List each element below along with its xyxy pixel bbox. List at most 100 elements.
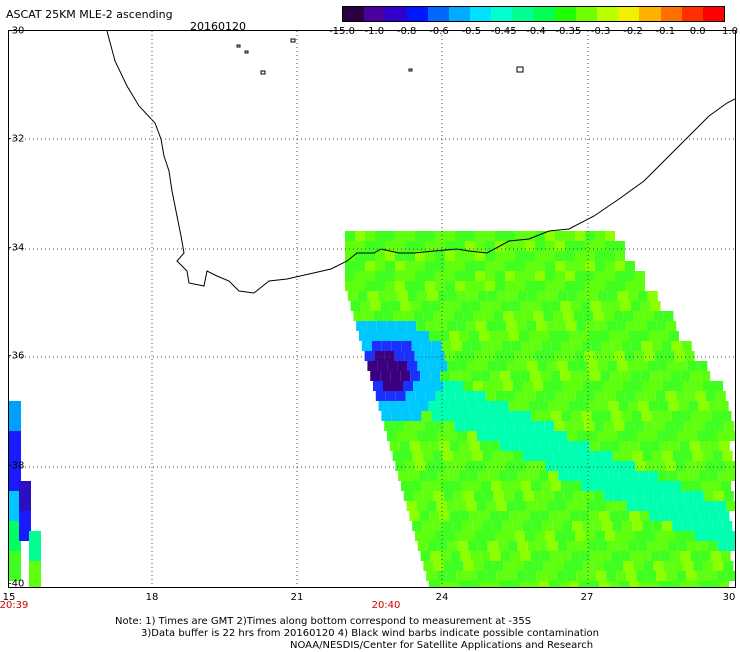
swath-cell <box>407 291 418 301</box>
swath-cell <box>487 291 498 301</box>
swath-cell <box>420 301 431 311</box>
swath-cell <box>447 291 458 301</box>
swath-cell <box>726 571 735 581</box>
swath-cell <box>509 441 520 451</box>
swath-cell <box>347 291 358 301</box>
swath-cell <box>581 341 592 351</box>
swath-cell <box>592 451 603 461</box>
swath-cell <box>610 371 621 381</box>
swath-cell <box>580 551 591 561</box>
swath-cell <box>629 511 640 521</box>
swath-cell <box>467 431 477 441</box>
swath-cell <box>587 541 598 551</box>
swath-cell <box>453 381 463 391</box>
swath-cell <box>673 561 684 571</box>
swath-cell <box>19 511 31 541</box>
swath-cell <box>594 421 605 431</box>
swath-cell <box>419 331 429 341</box>
swath-cell <box>549 441 560 451</box>
swath-cell <box>545 241 555 251</box>
coastline <box>106 31 735 294</box>
swath-cell <box>667 541 678 551</box>
swath-cell <box>595 231 605 241</box>
swath-cell <box>376 321 387 331</box>
swath-cell <box>690 371 701 381</box>
swath-cell <box>680 551 691 561</box>
swath-cell <box>654 351 665 361</box>
swath-cell <box>673 491 684 501</box>
swath-cell <box>557 291 568 301</box>
swath-cell <box>593 311 604 321</box>
swath-cell <box>437 291 448 301</box>
swath-cell <box>525 231 535 241</box>
swath-cell <box>477 361 488 371</box>
swath-cell <box>718 471 729 481</box>
swath-cell <box>647 541 658 551</box>
swath-cell <box>681 481 691 491</box>
swath-cell <box>621 481 631 491</box>
swath-cell <box>465 281 475 291</box>
swath-cell <box>523 381 533 391</box>
swath-cell <box>429 331 439 341</box>
swath-cell <box>715 461 726 471</box>
swath-cell <box>425 241 435 251</box>
swath-cell <box>535 281 545 291</box>
colorbar-swatch <box>618 7 640 21</box>
swath-cell <box>639 331 649 341</box>
swath-cell <box>715 391 726 401</box>
swath-cell <box>414 421 425 431</box>
swath-cell <box>686 501 697 511</box>
swath-cell <box>443 561 454 571</box>
swath-cell <box>657 541 668 551</box>
swath-cell <box>496 501 507 511</box>
swath-cell <box>703 491 714 501</box>
swath-cell <box>538 471 549 481</box>
swath-cell <box>589 331 599 341</box>
swath-cell <box>524 421 535 431</box>
swath-cell <box>428 471 439 481</box>
swath-cell <box>572 451 583 461</box>
swath-cell <box>585 531 595 541</box>
swath-cell <box>550 371 561 381</box>
swath-cell <box>669 511 680 521</box>
swath-cell <box>426 571 437 581</box>
swath-cell <box>600 551 611 561</box>
swath-cell <box>403 491 414 501</box>
swath-cell <box>606 321 617 331</box>
swath-cell <box>639 441 650 451</box>
swath-cell <box>525 281 535 291</box>
swath-cell <box>406 321 417 331</box>
swath-cell <box>514 421 525 431</box>
swath-cell <box>617 291 628 301</box>
swath-cell <box>442 451 453 461</box>
swath-cell <box>703 561 714 571</box>
swath-cell <box>385 391 396 401</box>
swath-cell <box>470 301 481 311</box>
swath-cell <box>465 251 475 261</box>
swath-cell <box>380 301 391 311</box>
swath-cell <box>637 431 647 441</box>
swath-cell <box>455 391 466 401</box>
swath-cell <box>565 231 575 241</box>
swath-cell <box>514 351 525 361</box>
swath-cell <box>441 481 451 491</box>
swath-cell <box>516 501 527 511</box>
swath-cell <box>716 571 727 581</box>
swath-cell <box>663 491 674 501</box>
swath-cell <box>555 461 566 471</box>
swath-cell <box>427 431 437 441</box>
swath-cell <box>390 371 401 381</box>
swath-cell <box>588 401 599 411</box>
swath-cell <box>648 471 659 481</box>
swath-cell <box>603 381 613 391</box>
swath-cell <box>491 481 501 491</box>
swath-cell <box>597 361 608 371</box>
swath-cell <box>435 281 445 291</box>
swath-cell <box>417 431 427 441</box>
swath-cell <box>646 571 657 581</box>
swath-cell <box>551 481 561 491</box>
swath-cell <box>420 551 431 561</box>
swath-cell <box>439 581 449 587</box>
swath-cell <box>585 271 595 281</box>
swath-cell <box>471 481 481 491</box>
